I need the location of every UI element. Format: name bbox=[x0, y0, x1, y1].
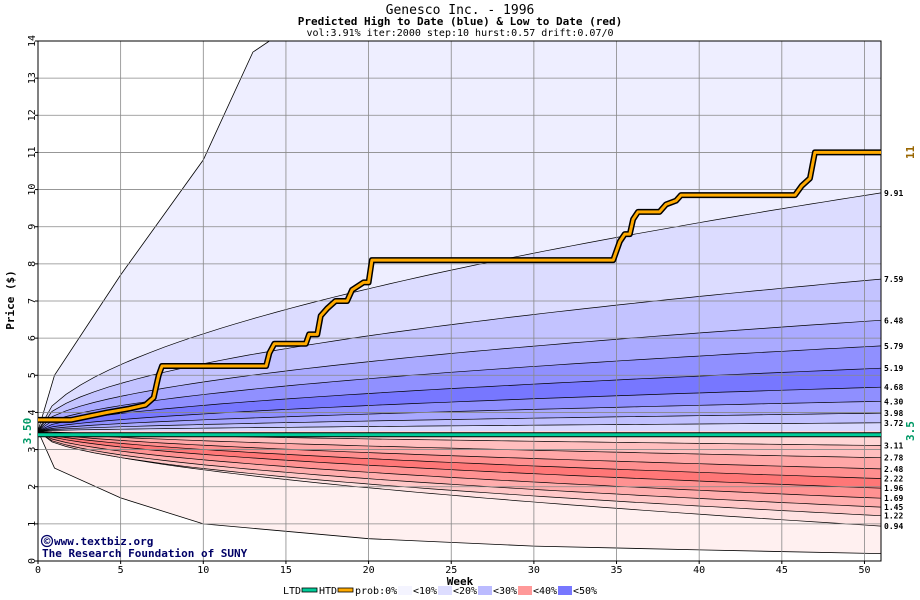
quantile-end-label: 5.79 bbox=[884, 342, 903, 351]
x-tick-label: 5 bbox=[118, 565, 124, 576]
y-tick-label: 9 bbox=[27, 224, 38, 230]
chart-subtitle: Predicted High to Date (blue) & Low to D… bbox=[298, 15, 623, 28]
legend-htd-swatch bbox=[337, 587, 354, 593]
legend-ltd-label: LTD bbox=[283, 586, 301, 597]
high-outer-envelope bbox=[38, 41, 270, 432]
y-tick-label: 2 bbox=[27, 484, 38, 490]
y-tick-label: 11 bbox=[27, 146, 38, 158]
y-tick-label: 5 bbox=[27, 372, 38, 378]
y-tick-label: 4 bbox=[27, 409, 38, 415]
legend-bin-label: <20% bbox=[453, 586, 477, 597]
low-quantile-line bbox=[38, 430, 881, 508]
high-quantile-line bbox=[38, 192, 881, 432]
quantile-end-label: 2.22 bbox=[884, 475, 903, 484]
x-tick-label: 35 bbox=[611, 565, 623, 576]
legend-bin-swatch bbox=[478, 586, 492, 595]
credit-line-2: The Research Foundation of SUNY bbox=[42, 547, 248, 560]
low-quantile-line bbox=[38, 430, 881, 470]
quantile-end-label: 4.30 bbox=[884, 397, 903, 406]
low-quantile-line bbox=[38, 430, 881, 527]
y-axis-label: Price ($) bbox=[4, 270, 17, 330]
x-tick-label: 45 bbox=[776, 565, 788, 576]
quantile-end-label: 1.69 bbox=[884, 494, 903, 503]
probability-bands bbox=[38, 41, 881, 554]
chart-params: vol:3.91% iter:2000 step:10 hurst:0.57 d… bbox=[306, 28, 613, 39]
y-tick-label: 8 bbox=[27, 261, 38, 267]
high-quantile-line bbox=[38, 319, 881, 432]
legend-bin-label: <50% bbox=[573, 586, 597, 597]
y-tick-label: 14 bbox=[27, 35, 38, 47]
x-axis-label: Week bbox=[447, 575, 474, 588]
legend-prob-label: prob:0% bbox=[355, 586, 397, 597]
legend-ltd-swatch bbox=[301, 587, 318, 593]
legend-bin-swatch bbox=[438, 586, 452, 595]
x-tick-label: 20 bbox=[363, 565, 375, 576]
legend-htd-label: HTD bbox=[319, 586, 337, 597]
x-tick-label: 30 bbox=[528, 565, 540, 576]
high-quantile-line bbox=[38, 412, 881, 432]
x-tick-label: 50 bbox=[858, 565, 870, 576]
quantile-end-label: 3.72 bbox=[884, 419, 903, 428]
last-high-label: 11 bbox=[904, 145, 917, 159]
x-tick-label: 25 bbox=[445, 565, 457, 576]
quantile-end-label: 5.19 bbox=[884, 364, 903, 373]
legend-bin-swatch bbox=[518, 586, 532, 595]
low-quantile-line bbox=[38, 430, 881, 499]
quantile-end-label: 4.68 bbox=[884, 383, 903, 392]
high-quantile-line bbox=[38, 422, 881, 432]
low-quantile-line bbox=[38, 430, 881, 489]
y-tick-label: 1 bbox=[27, 521, 38, 527]
quantile-end-label: 0.94 bbox=[884, 522, 903, 531]
quantile-end-label: 3.11 bbox=[884, 441, 903, 450]
low-quantile-line bbox=[38, 430, 881, 459]
quantile-end-label: 3.98 bbox=[884, 409, 903, 418]
quantile-end-label: 1.45 bbox=[884, 503, 903, 512]
y-tick-label: 3 bbox=[27, 447, 38, 453]
credit: © www.textbiz.org The Research Foundatio… bbox=[40, 534, 248, 560]
low-quantile-line bbox=[38, 430, 881, 479]
htd-line bbox=[38, 150, 881, 422]
quantile-end-label: 1.22 bbox=[884, 512, 903, 521]
legend-bin-label: <10% bbox=[413, 586, 437, 597]
high-quantile-band bbox=[38, 422, 881, 431]
legend-bin-swatch bbox=[398, 586, 412, 595]
legend: LTD HTD prob:0% <10% <20% <30% <40% <50% bbox=[283, 586, 597, 597]
quantile-end-label: 2.48 bbox=[884, 465, 903, 474]
quantile-end-label: 2.78 bbox=[884, 454, 903, 463]
quantile-end-label: 7.59 bbox=[884, 275, 903, 284]
x-tick-label: 0 bbox=[35, 565, 41, 576]
quantile-end-label: 1.96 bbox=[884, 484, 903, 493]
x-tick-label: 40 bbox=[693, 565, 705, 576]
y-tick-label: 6 bbox=[27, 335, 38, 341]
x-tick-label: 15 bbox=[280, 565, 292, 576]
y-tick-label: 13 bbox=[27, 72, 38, 84]
y-tick-label: 12 bbox=[27, 109, 38, 121]
quantile-end-label: 6.48 bbox=[884, 316, 903, 325]
legend-bin-label: <30% bbox=[493, 586, 517, 597]
quantile-end-label: 9.91 bbox=[884, 189, 903, 198]
start-price-label-left: 3.50 bbox=[21, 418, 34, 445]
high-quantile-line bbox=[38, 345, 881, 432]
x-tick-label: 10 bbox=[197, 565, 209, 576]
credit-line-1[interactable]: www.textbiz.org bbox=[54, 535, 153, 548]
y-tick-label: 10 bbox=[27, 184, 38, 196]
credit-symbol: © bbox=[44, 535, 51, 548]
start-price-label-right: 3.5 bbox=[904, 421, 917, 441]
legend-bin-label: <40% bbox=[533, 586, 557, 597]
high-quantile-line bbox=[38, 386, 881, 432]
legend-bin-swatch bbox=[558, 586, 572, 595]
high-quantile-line bbox=[38, 400, 881, 432]
y-tick-label: 7 bbox=[27, 298, 38, 304]
low-quantile-line bbox=[38, 430, 881, 517]
chart-title: Genesco Inc. - 1996 bbox=[386, 3, 535, 18]
high-quantile-line bbox=[38, 367, 881, 432]
y-tick-label: 0 bbox=[27, 558, 38, 564]
